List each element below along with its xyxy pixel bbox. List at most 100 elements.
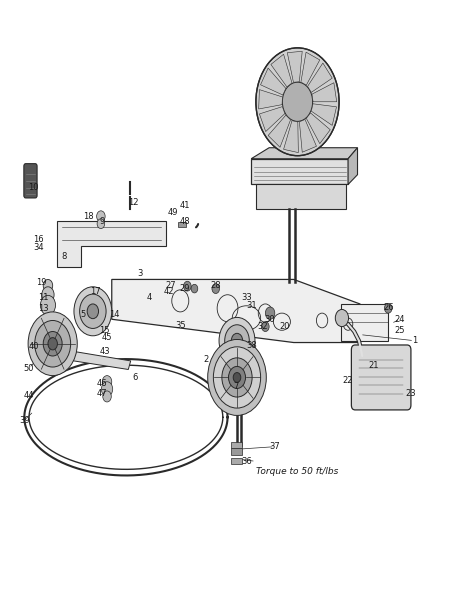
Circle shape	[87, 304, 99, 319]
Circle shape	[183, 281, 191, 291]
Circle shape	[103, 391, 111, 402]
Circle shape	[80, 294, 106, 328]
Polygon shape	[348, 148, 357, 184]
Circle shape	[283, 82, 313, 122]
Polygon shape	[259, 90, 283, 109]
Circle shape	[233, 373, 241, 383]
Circle shape	[265, 307, 275, 319]
Circle shape	[231, 333, 243, 348]
Text: 41: 41	[180, 201, 190, 211]
Circle shape	[43, 279, 53, 292]
Circle shape	[212, 284, 219, 293]
Text: 8: 8	[62, 252, 67, 262]
Text: 47: 47	[97, 389, 108, 398]
Polygon shape	[306, 113, 330, 144]
Polygon shape	[112, 279, 360, 343]
Text: 46: 46	[97, 379, 108, 388]
Polygon shape	[312, 83, 337, 102]
Text: 36: 36	[241, 457, 252, 466]
Circle shape	[43, 332, 62, 356]
Text: 45: 45	[102, 333, 112, 342]
Text: 3: 3	[137, 269, 143, 278]
Circle shape	[222, 358, 252, 397]
Text: 17: 17	[90, 287, 100, 296]
Text: 25: 25	[395, 326, 405, 335]
Polygon shape	[341, 304, 388, 341]
Text: 24: 24	[395, 315, 405, 324]
Text: 2: 2	[204, 354, 209, 363]
Text: 38: 38	[246, 341, 256, 350]
Circle shape	[191, 284, 198, 293]
Text: 18: 18	[83, 212, 93, 221]
Text: 30: 30	[265, 315, 275, 324]
Circle shape	[228, 367, 246, 389]
Bar	[178, 222, 186, 227]
Polygon shape	[308, 63, 332, 92]
Text: 39: 39	[19, 416, 30, 425]
Text: 28: 28	[210, 281, 221, 290]
Text: 23: 23	[406, 389, 416, 398]
Bar	[231, 448, 242, 455]
Text: 1: 1	[411, 336, 417, 345]
Text: 32: 32	[258, 322, 268, 331]
Text: 11: 11	[38, 293, 48, 302]
Text: 33: 33	[241, 293, 252, 302]
Polygon shape	[287, 52, 302, 82]
Circle shape	[384, 303, 392, 313]
Text: 14: 14	[109, 310, 119, 319]
Circle shape	[256, 48, 339, 156]
Circle shape	[74, 287, 112, 336]
Text: 35: 35	[175, 321, 186, 330]
Circle shape	[219, 317, 255, 364]
Circle shape	[225, 325, 249, 357]
Circle shape	[35, 321, 71, 367]
Text: 27: 27	[165, 281, 176, 290]
Text: 34: 34	[33, 243, 44, 252]
Circle shape	[48, 338, 57, 350]
Text: 49: 49	[168, 208, 178, 217]
Text: Torque to 50 ft/lbs: Torque to 50 ft/lbs	[256, 467, 338, 476]
Text: 50: 50	[24, 363, 34, 373]
Text: 29: 29	[180, 284, 190, 293]
Circle shape	[40, 295, 55, 315]
Text: 20: 20	[279, 322, 290, 331]
Circle shape	[42, 287, 54, 303]
Polygon shape	[251, 148, 357, 159]
Text: 43: 43	[100, 347, 110, 356]
Polygon shape	[251, 159, 348, 184]
Polygon shape	[271, 54, 292, 87]
Text: 19: 19	[36, 278, 46, 287]
Text: 26: 26	[383, 303, 393, 311]
Circle shape	[208, 340, 266, 416]
Circle shape	[28, 312, 77, 376]
Text: 40: 40	[28, 343, 39, 351]
Text: 16: 16	[33, 235, 44, 244]
Polygon shape	[261, 68, 286, 95]
Text: 7: 7	[233, 382, 238, 391]
Polygon shape	[301, 52, 320, 85]
Circle shape	[213, 347, 261, 408]
Text: 5: 5	[81, 310, 86, 319]
Text: 37: 37	[269, 442, 280, 451]
Polygon shape	[57, 221, 166, 267]
Text: 31: 31	[246, 301, 256, 310]
Polygon shape	[259, 107, 285, 131]
Polygon shape	[62, 350, 131, 370]
Polygon shape	[283, 121, 298, 153]
FancyBboxPatch shape	[24, 164, 37, 198]
FancyBboxPatch shape	[351, 345, 411, 410]
Circle shape	[335, 309, 348, 327]
Text: 48: 48	[180, 217, 191, 226]
Polygon shape	[268, 115, 291, 147]
Text: 12: 12	[128, 198, 138, 208]
Text: 4: 4	[147, 293, 152, 302]
Text: 6: 6	[133, 373, 138, 382]
Text: 42: 42	[163, 287, 174, 296]
Polygon shape	[256, 184, 346, 209]
Text: 13: 13	[38, 304, 48, 313]
Bar	[231, 442, 242, 448]
Text: 15: 15	[100, 326, 110, 335]
Circle shape	[102, 376, 112, 388]
Circle shape	[97, 219, 105, 228]
Text: 10: 10	[28, 183, 39, 192]
